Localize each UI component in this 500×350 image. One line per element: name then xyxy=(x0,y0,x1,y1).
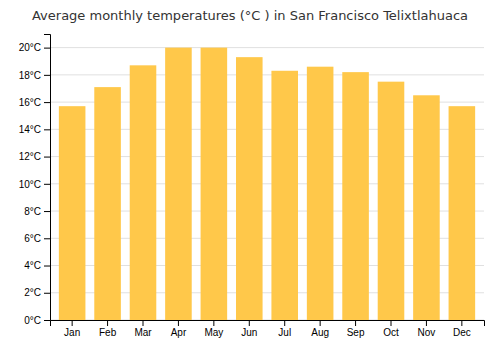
bar xyxy=(236,57,263,320)
y-tick-mark xyxy=(44,320,50,321)
x-tick-mark xyxy=(284,320,285,326)
y-tick-mark xyxy=(44,211,50,212)
x-tick: Feb xyxy=(99,320,117,338)
x-tick-mark xyxy=(320,320,321,326)
y-axis-line xyxy=(44,35,51,321)
y-tick-label: 14°C xyxy=(19,124,41,135)
bars xyxy=(59,48,475,320)
x-tick: Apr xyxy=(171,320,187,338)
y-tick: 8°C xyxy=(24,206,50,217)
bar xyxy=(201,48,228,320)
y-tick: 4°C xyxy=(24,260,50,271)
x-tick-mark xyxy=(72,320,73,326)
x-tick-label: Jan xyxy=(64,327,80,338)
x-tick: Jan xyxy=(64,320,80,338)
bar xyxy=(165,48,192,320)
x-tick-mark xyxy=(461,320,462,326)
x-tick: Aug xyxy=(311,320,329,338)
x-tick: Nov xyxy=(418,320,436,338)
x-tick-label: Aug xyxy=(311,327,329,338)
y-tick: 6°C xyxy=(24,233,50,244)
grid-line xyxy=(50,47,484,48)
x-tick-mark xyxy=(143,320,144,326)
x-tick-label: Mar xyxy=(134,327,152,338)
x-tick-mark xyxy=(213,320,214,326)
x-tick: Sep xyxy=(347,320,365,338)
y-tick-mark xyxy=(44,238,50,239)
x-tick: Oct xyxy=(383,320,399,338)
x-tick-mark xyxy=(249,320,250,326)
y-tick-mark xyxy=(44,102,50,103)
x-tick: Jun xyxy=(241,320,257,338)
y-tick-mark xyxy=(44,129,50,130)
bar xyxy=(413,95,440,320)
y-tick-mark xyxy=(44,266,50,267)
x-tick-label: Feb xyxy=(99,327,117,338)
y-tick-label: 12°C xyxy=(19,151,41,162)
grid-line xyxy=(50,74,484,75)
x-tick: Dec xyxy=(453,320,471,338)
y-tick-label: 2°C xyxy=(24,287,41,298)
grid xyxy=(50,48,484,320)
chart: 0°C 2°C 4°C 6°C 8°C 10°C 12°C 14°C 16°C 18°C 20°C J… xyxy=(0,0,500,350)
x-tick-label: Dec xyxy=(453,327,471,338)
x-tick-label: Jun xyxy=(241,327,257,338)
x-tick: Mar xyxy=(134,320,152,338)
bar xyxy=(378,82,405,320)
y-tick-label: 4°C xyxy=(24,260,41,271)
x-tick-label: Apr xyxy=(171,327,187,338)
x-tick-mark xyxy=(178,320,179,326)
y-tick: 12°C xyxy=(19,151,50,162)
y-tick-label: 20°C xyxy=(19,42,41,53)
bar xyxy=(449,106,476,320)
y-tick-label: 0°C xyxy=(24,315,41,326)
y-tick-label: 6°C xyxy=(24,233,41,244)
y-tick-mark xyxy=(44,157,50,158)
x-tick: May xyxy=(204,320,223,338)
y-tick-mark xyxy=(44,75,50,76)
x-tick-label: Sep xyxy=(347,327,365,338)
x-tick: Jul xyxy=(278,320,291,338)
x-tick-label: May xyxy=(204,327,223,338)
bar xyxy=(130,65,157,320)
x-tick-label: Nov xyxy=(418,327,436,338)
y-tick: 16°C xyxy=(19,97,50,108)
y-tick: 2°C xyxy=(24,287,50,298)
title: Average monthly temperatures (°C ) in Sa… xyxy=(32,8,468,23)
x-axis-line xyxy=(51,321,485,327)
y-axis: 0°C 2°C 4°C 6°C 8°C 10°C 12°C 14°C 16°C 18°C 20°C xyxy=(19,35,51,326)
bar xyxy=(271,71,298,320)
plot: 0°C 2°C 4°C 6°C 8°C 10°C 12°C 14°C 16°C 18°C 20°C J… xyxy=(19,35,485,339)
y-tick-mark xyxy=(44,184,50,185)
x-tick-label: Jul xyxy=(278,327,291,338)
x-axis: Jan Feb Mar Apr May Jun Jul Aug Sep Oct Nov Dec xyxy=(51,320,485,338)
y-tick: 0°C xyxy=(24,315,50,326)
x-tick-mark xyxy=(107,320,108,326)
x-tick-mark xyxy=(391,320,392,326)
y-tick: 20°C xyxy=(19,42,50,53)
bar xyxy=(342,72,369,320)
x-tick-label: Oct xyxy=(383,327,399,338)
x-tick-mark xyxy=(355,320,356,326)
y-tick-mark xyxy=(44,293,50,294)
y-tick-label: 18°C xyxy=(19,70,41,81)
bar xyxy=(94,87,121,320)
y-tick-label: 16°C xyxy=(19,97,41,108)
y-tick-label: 10°C xyxy=(19,179,41,190)
y-tick-label: 8°C xyxy=(24,206,41,217)
bar xyxy=(59,106,86,320)
y-tick: 18°C xyxy=(19,70,50,81)
y-tick: 14°C xyxy=(19,124,50,135)
x-tick-mark xyxy=(426,320,427,326)
y-tick: 10°C xyxy=(19,179,50,190)
bar xyxy=(307,67,334,320)
y-tick-mark xyxy=(44,48,50,49)
